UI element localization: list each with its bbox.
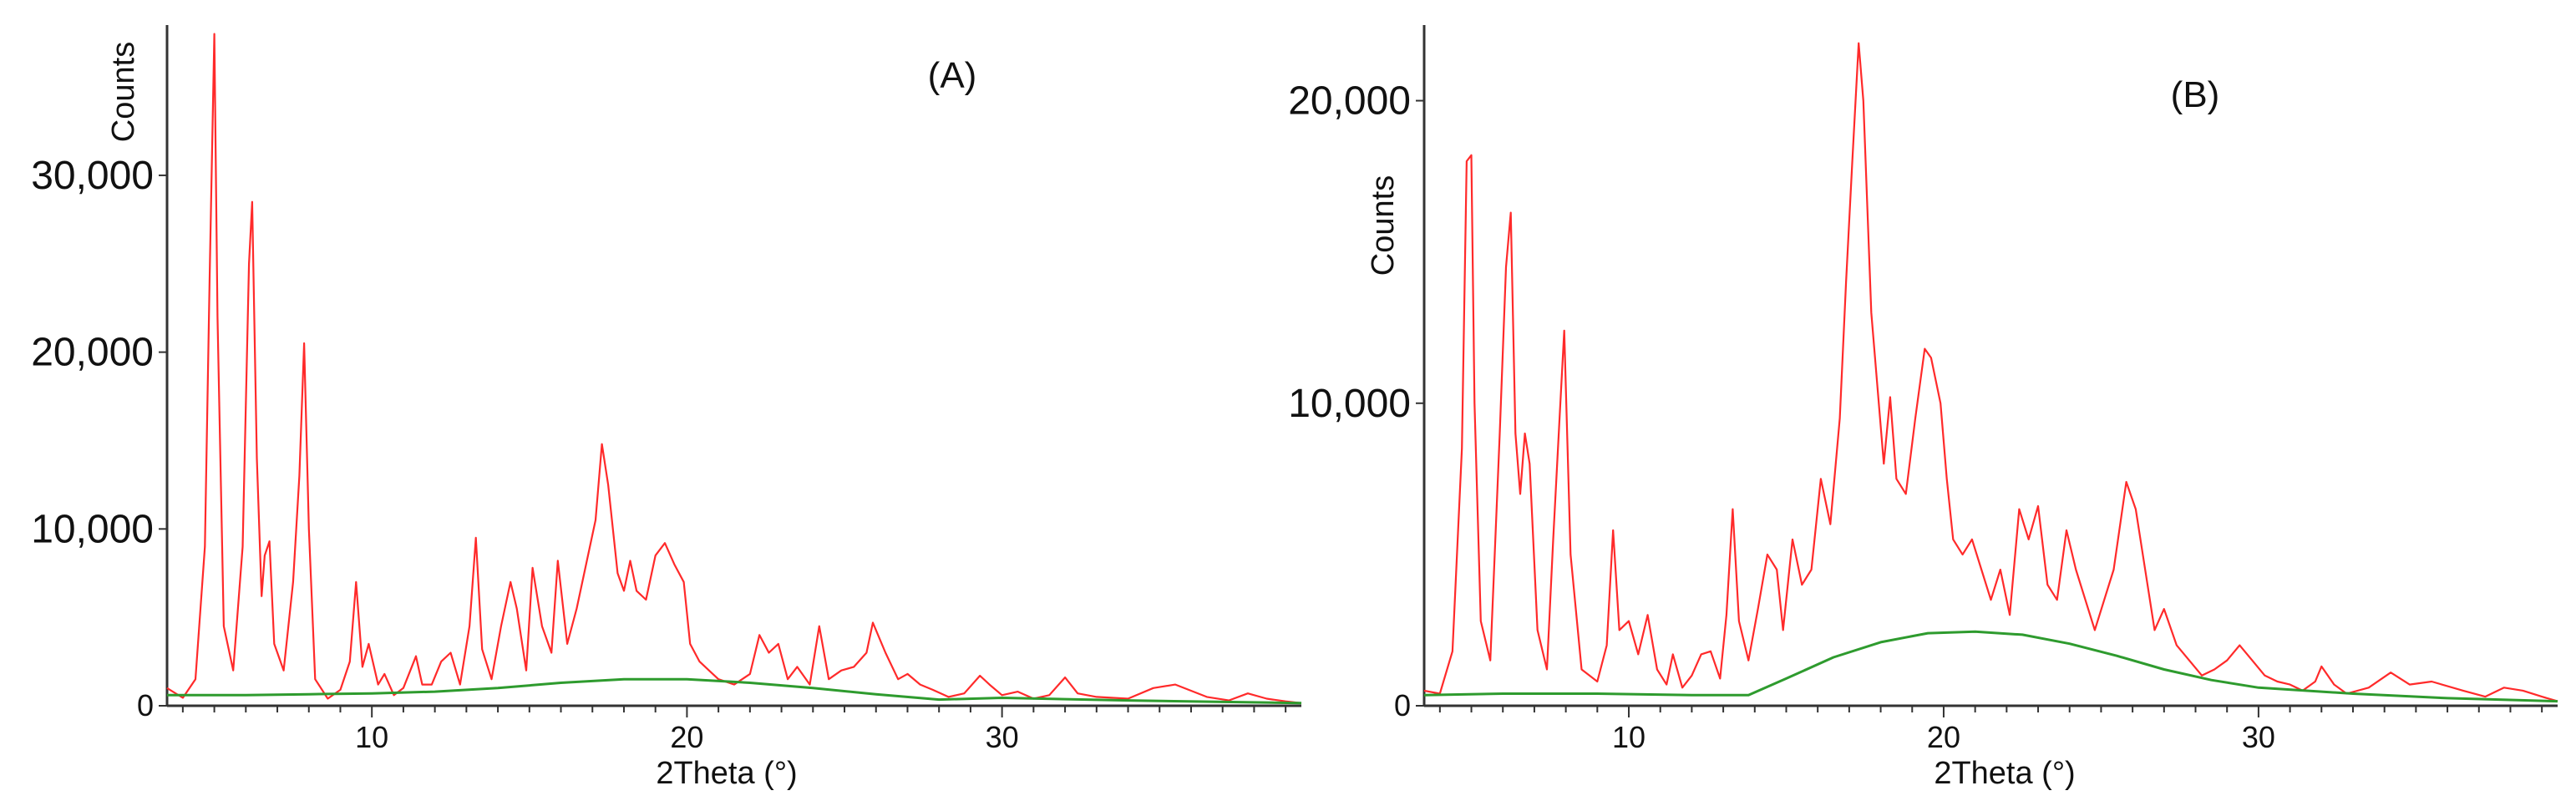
panel-a-plot-area: 10 20 30 0 10,000 20,000 30,000 — [31, 25, 1302, 754]
panel-b-plot-area: 10 20 30 0 10,000 20,000 — [1288, 25, 2558, 754]
panel-a-y-tick-label: 20,000 — [31, 331, 154, 375]
panel-b-chart: 10 20 30 0 10,000 20,000 (B) Counts 2Theta (°… — [1288, 25, 2558, 791]
panel-a-y-tick-label: 30,000 — [31, 154, 154, 198]
panel-a-y-axis-title: Counts — [106, 42, 141, 142]
panel-b-y-axis-title: Counts — [1366, 175, 1401, 276]
panel-b-x-tick-label: 10 — [1612, 720, 1645, 754]
panel-b-x-axis-title: 2Theta (°) — [1934, 756, 2075, 791]
panel-a-x-tick-label: 30 — [986, 720, 1019, 754]
panel-a-chart: 10 20 30 0 10,000 20,000 30,000 (A) Counts 2Th… — [31, 25, 1302, 791]
panel-a-diffraction-pattern-line — [166, 33, 1302, 704]
panel-a-background-curve — [167, 677, 1302, 705]
panel-b-x-tick-label: 20 — [1927, 720, 1960, 754]
panel-b-y-tick-label: 20,000 — [1288, 79, 1411, 124]
panel-b-diffraction-pattern-line — [1423, 42, 2558, 702]
panel-a-x-axis-title: 2Theta (°) — [656, 756, 797, 791]
panel-a-x-tick-label: 10 — [355, 720, 388, 754]
panel-a-y-tick-label: 10,000 — [31, 507, 154, 551]
panel-a-x-tick-label: 20 — [670, 720, 703, 754]
panel-b-y-tick-label: 0 — [1394, 688, 1411, 722]
panel-a-y-tick-label: 0 — [137, 688, 154, 722]
panel-a-label: (A) — [928, 55, 977, 96]
panel-b-x-tick-label: 30 — [2242, 720, 2275, 754]
panel-b-y-tick-label: 10,000 — [1288, 382, 1411, 426]
panel-b-background-curve — [1423, 630, 2558, 703]
panel-b-label: (B) — [2171, 74, 2220, 115]
